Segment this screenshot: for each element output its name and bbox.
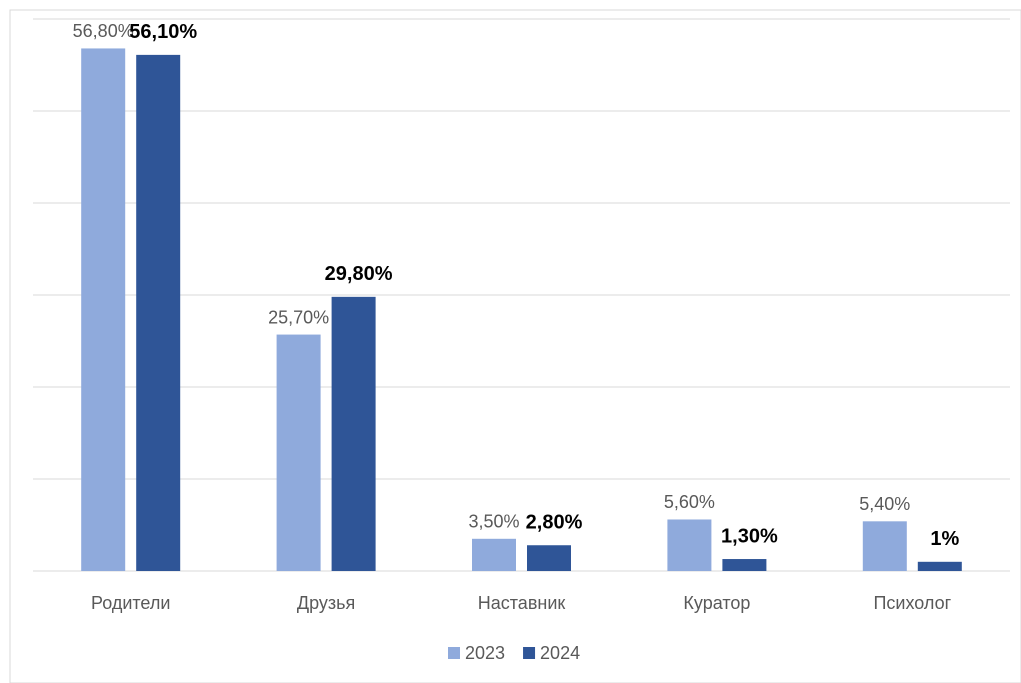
data-label: 56,10% <box>129 21 197 43</box>
x-tick-label: Наставник <box>478 593 566 613</box>
bar <box>472 538 516 571</box>
data-label: 29,80% <box>325 263 393 285</box>
legend-swatch <box>523 647 536 659</box>
x-tick-label: Родители <box>91 593 170 613</box>
bar <box>722 559 767 571</box>
data-label: 5,40% <box>859 494 910 514</box>
bar <box>331 296 376 571</box>
bar <box>81 48 126 571</box>
data-label: 25,70% <box>268 307 329 327</box>
bar <box>276 334 321 571</box>
bar <box>136 54 181 571</box>
data-label: 56,80% <box>73 21 134 41</box>
x-tick-label: Куратор <box>683 593 750 613</box>
bar <box>917 561 962 571</box>
legend-label: 2023 <box>465 643 505 663</box>
x-tick-label: Психолог <box>873 593 951 613</box>
legend-swatch <box>448 647 460 659</box>
x-tick-label: Друзья <box>297 593 355 613</box>
data-label: 1,30% <box>721 525 778 547</box>
data-label: 1% <box>930 528 959 550</box>
data-label: 5,60% <box>664 492 715 512</box>
bar <box>667 519 712 571</box>
data-label: 2,80% <box>526 512 583 534</box>
bar <box>527 545 571 571</box>
bar <box>862 521 907 571</box>
data-label: 3,50% <box>468 512 519 532</box>
legend-label: 2024 <box>540 643 580 663</box>
